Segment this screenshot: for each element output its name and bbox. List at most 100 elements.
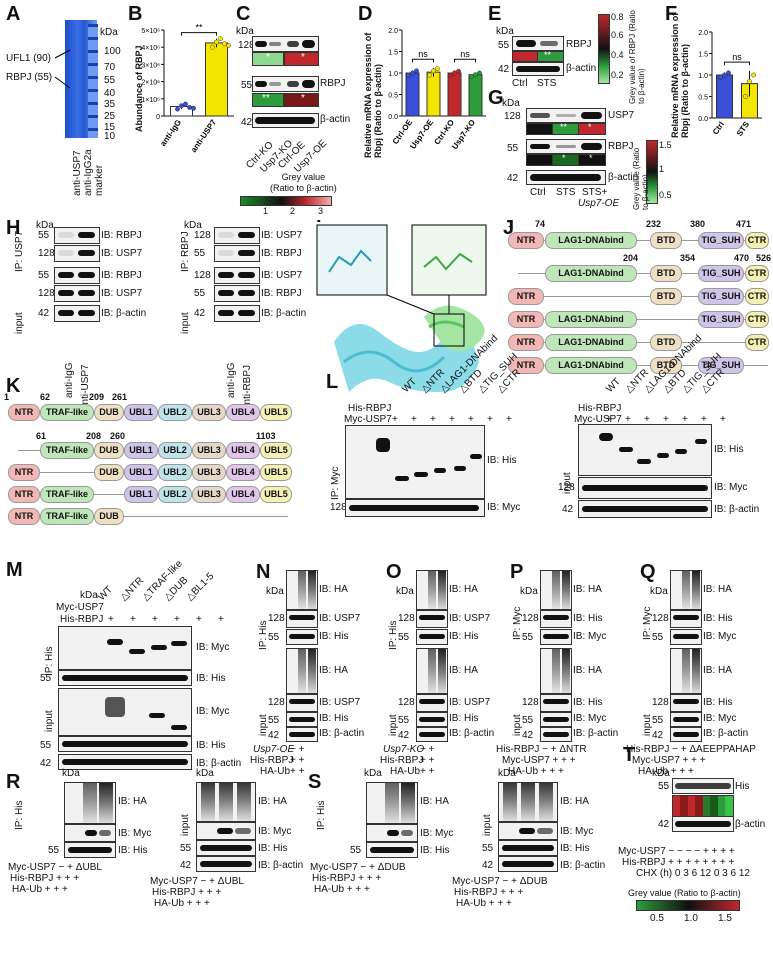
ip-label: IP: RBPJ xyxy=(180,231,191,272)
mw-label: 128 xyxy=(558,482,575,493)
domain-u2: UBL2 xyxy=(158,404,192,421)
data-point xyxy=(751,72,756,78)
heat-cell xyxy=(526,123,554,135)
domain-lag: LAG1-DNAbind xyxy=(545,334,637,351)
blot xyxy=(670,610,702,628)
mw-label: 128 xyxy=(38,248,55,259)
y-tick-label: 0 xyxy=(156,114,160,121)
ub-smear-blot xyxy=(540,570,572,610)
m-ip-his-blot xyxy=(58,670,192,686)
condition-label: His-RBPJ xyxy=(578,403,622,414)
marker-lane xyxy=(88,24,98,138)
domain-tig: TIG_SUH xyxy=(698,357,744,374)
myc-blot xyxy=(366,824,418,842)
condition-row: HA-Ub + + + xyxy=(314,884,370,895)
his-blot xyxy=(196,840,256,856)
domain-traf: TRAF-like xyxy=(40,404,94,421)
blot xyxy=(670,727,702,742)
domain-u3: UBL3 xyxy=(192,404,226,421)
residue-number: 470 xyxy=(734,253,750,263)
panel-label: S xyxy=(308,771,322,793)
y-tick-label: 2.0 xyxy=(388,28,398,35)
panel-label: R xyxy=(6,771,21,793)
ib-label: IB: Myc xyxy=(573,713,607,724)
mw-label: 128 xyxy=(194,230,211,241)
mw-label: 42 xyxy=(498,64,510,75)
domain-lag: LAG1-DNAbind xyxy=(545,232,637,249)
domain-ctr: CTR xyxy=(745,232,769,249)
sign-row: − + xyxy=(420,744,435,755)
lane-label: Ctrl xyxy=(530,187,546,198)
grey-scale-bar xyxy=(240,196,332,206)
h-left-blot xyxy=(54,245,100,262)
data-point xyxy=(431,68,436,74)
ib-label: IB: RBPJ xyxy=(101,230,142,241)
ib-label: IB: HA xyxy=(449,665,478,676)
domain-u2: UBL2 xyxy=(158,442,192,459)
ub-smear-blot xyxy=(366,782,418,824)
actin-blot xyxy=(672,816,734,832)
l-input-myc-blot xyxy=(578,477,712,499)
blot-label: β-actin xyxy=(608,172,639,183)
blot xyxy=(286,712,318,727)
plus-sign: + xyxy=(108,614,114,625)
ib-label: IB: HA xyxy=(449,584,478,595)
actin-blot xyxy=(196,856,256,872)
bar xyxy=(405,72,420,117)
rbpj-blot xyxy=(252,76,319,92)
condition-label: His-RBPJ xyxy=(380,755,424,766)
residue-number: 61 xyxy=(36,431,47,441)
residue-number: 62 xyxy=(40,392,51,402)
blot xyxy=(286,727,318,742)
y-tick-label: 4×10⁶ xyxy=(141,45,160,52)
lane-label: Ctrl xyxy=(512,78,528,89)
sig-star: * xyxy=(562,153,566,163)
domain-u4: UBL4 xyxy=(226,404,260,421)
ip-label: IP: His xyxy=(14,800,25,830)
chart-d: 0.00.51.01.52.0Ctrl-OEUsp7-OECtrl-KOUsp7… xyxy=(388,28,486,151)
plus-sign: + xyxy=(682,414,688,425)
ib-label: IB: His xyxy=(420,845,450,856)
domain-u4: UBL4 xyxy=(226,442,260,459)
domain-ntr: NTR xyxy=(508,232,544,249)
kda-label: kDa xyxy=(196,768,214,779)
ib-label: IB: Myc xyxy=(196,706,230,717)
mw-label: 42 xyxy=(507,173,519,184)
blot xyxy=(540,629,572,645)
data-point xyxy=(183,101,188,107)
blot xyxy=(540,610,572,628)
blot xyxy=(286,629,318,645)
kda-label: kDa xyxy=(496,26,514,37)
panel-label: O xyxy=(386,561,402,583)
ib-label: IB: Myc xyxy=(703,713,737,724)
condition-row: HA-Ub + + + xyxy=(638,766,694,777)
domain-line xyxy=(518,319,768,320)
ib-label: IB: His xyxy=(714,444,744,455)
mw-label: 42 xyxy=(40,758,52,769)
domain-u1: UBL1 xyxy=(124,464,158,481)
mw-label: 42 xyxy=(522,730,534,741)
data-point xyxy=(477,70,482,76)
sign-row: + + xyxy=(420,766,435,777)
domain-dub: DUB xyxy=(94,464,124,481)
data-point xyxy=(179,103,184,109)
mw-marker: 55 xyxy=(104,75,116,86)
ib-label: IB: HA xyxy=(703,665,732,676)
scale-title: Grey value (Ratio to β-actin) xyxy=(270,172,337,193)
his-blot xyxy=(498,840,558,856)
blot xyxy=(416,712,448,727)
lane-label: anti-IgG2a xyxy=(83,149,94,196)
lane-label: STS+ xyxy=(582,187,608,198)
mw-label: 55 xyxy=(522,632,534,643)
l-ip-his-blot xyxy=(345,425,485,499)
ib-label: IB: USP7 xyxy=(319,697,361,708)
mw-label: 42 xyxy=(398,730,410,741)
domain-dub: DUB xyxy=(94,442,124,459)
domain-u2: UBL2 xyxy=(158,486,192,503)
scale-tick: 0.5 xyxy=(659,190,672,200)
data-point xyxy=(175,106,180,112)
ib-label: IB: β-actin xyxy=(573,728,619,739)
domain-line xyxy=(518,342,768,343)
bar xyxy=(205,42,228,117)
ip-label: IP: USP7 xyxy=(14,230,25,272)
